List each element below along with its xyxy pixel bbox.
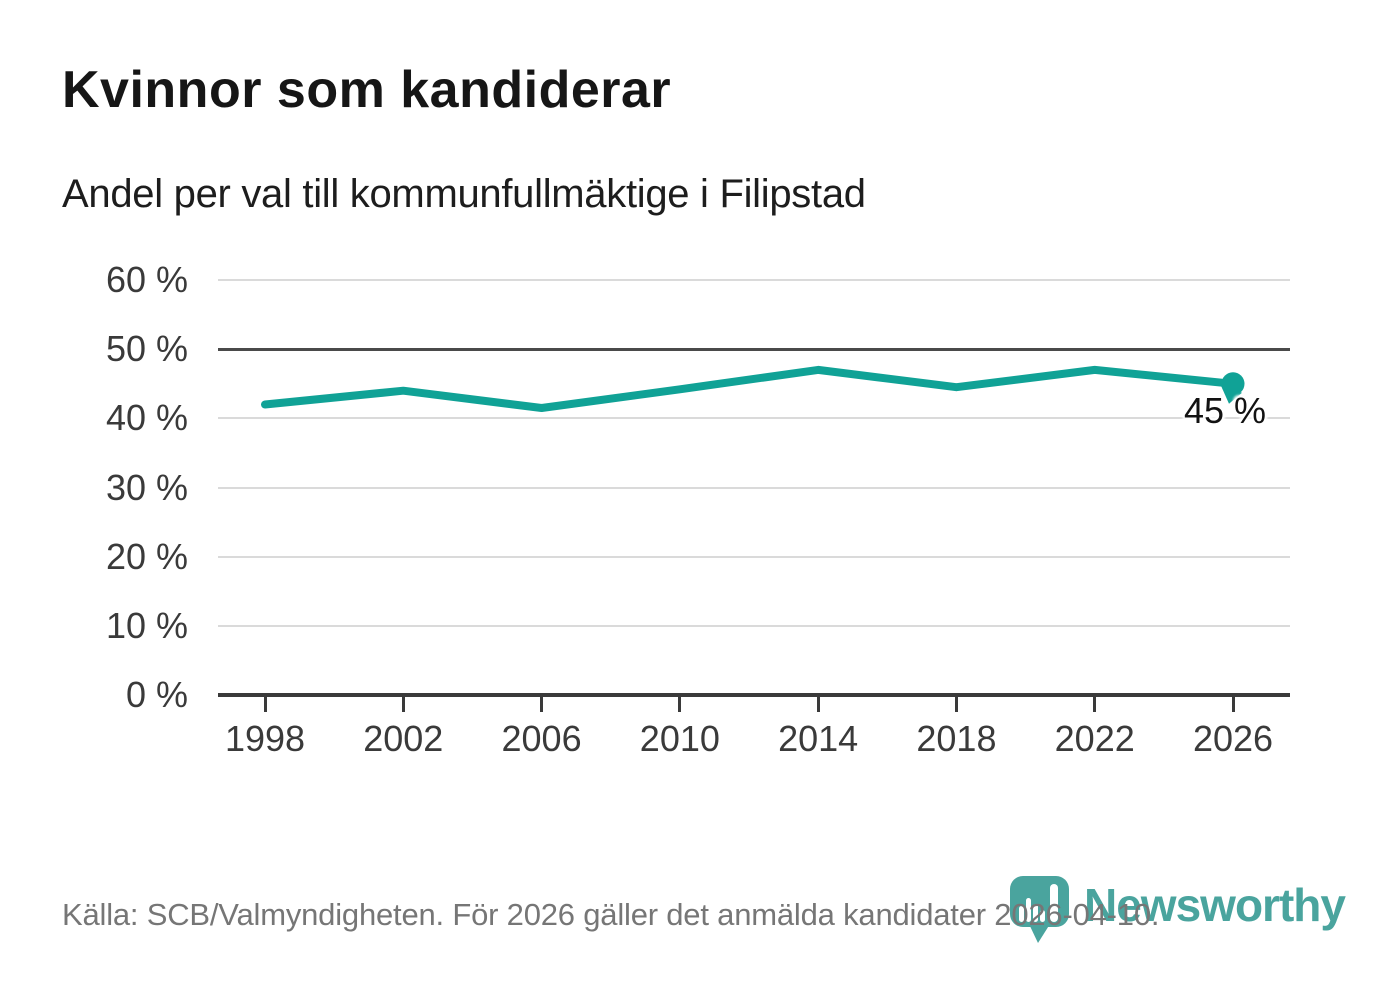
x-axis-line xyxy=(218,693,1290,697)
gridline-40pct xyxy=(218,417,1290,420)
y-axis-label: 30 % xyxy=(105,466,188,508)
x-axis-label: 2022 xyxy=(1054,718,1135,759)
reference-line-50pct xyxy=(218,347,1290,351)
x-axis-label: 2026 xyxy=(1192,718,1274,759)
end-value-label: 45 % xyxy=(1183,389,1266,431)
y-axis-label: 0 % xyxy=(125,674,188,715)
y-axis-label: 60 % xyxy=(105,259,188,300)
x-axis-label: 2006 xyxy=(501,718,582,759)
series-line xyxy=(261,365,1237,412)
y-axis-label: 40 % xyxy=(105,397,188,439)
speech-bubble-bar-chart-icon xyxy=(1010,876,1069,943)
x-axis-tick xyxy=(954,697,958,712)
gridline-30pct xyxy=(218,486,1290,489)
gridline-20pct xyxy=(218,555,1290,558)
x-axis-tick xyxy=(1093,697,1097,712)
source-note: Källa: SCB/Valmyndigheten. För 2026 gäll… xyxy=(62,897,1160,932)
x-axis-tick xyxy=(263,697,267,712)
gridline-10pct xyxy=(218,624,1290,627)
chart-subtitle: Andel per val till kommunfullmäktige i F… xyxy=(62,172,866,216)
y-axis-label: 50 % xyxy=(105,328,188,370)
end-point-marker xyxy=(1221,372,1245,396)
x-axis-label: 2014 xyxy=(778,718,859,759)
gridline-60pct xyxy=(218,279,1290,281)
x-axis-tick xyxy=(816,697,820,712)
x-axis-label: 2010 xyxy=(639,718,720,759)
x-axis-tick xyxy=(401,697,405,712)
x-axis-label: 1998 xyxy=(224,718,306,759)
x-axis-tick xyxy=(678,697,682,712)
x-axis-label: 2018 xyxy=(916,718,997,759)
chart-title: Kvinnor som kandiderar xyxy=(62,61,672,119)
x-axis-tick xyxy=(1231,697,1235,712)
x-axis-label: 2002 xyxy=(363,718,444,759)
x-axis-tick xyxy=(540,697,544,712)
newsworthy-logo: Newsworthy xyxy=(1008,872,1346,946)
y-axis-label: 20 % xyxy=(105,535,188,577)
brand-wordmark: Newsworthy xyxy=(1084,879,1346,931)
y-axis-label: 10 % xyxy=(105,604,188,646)
